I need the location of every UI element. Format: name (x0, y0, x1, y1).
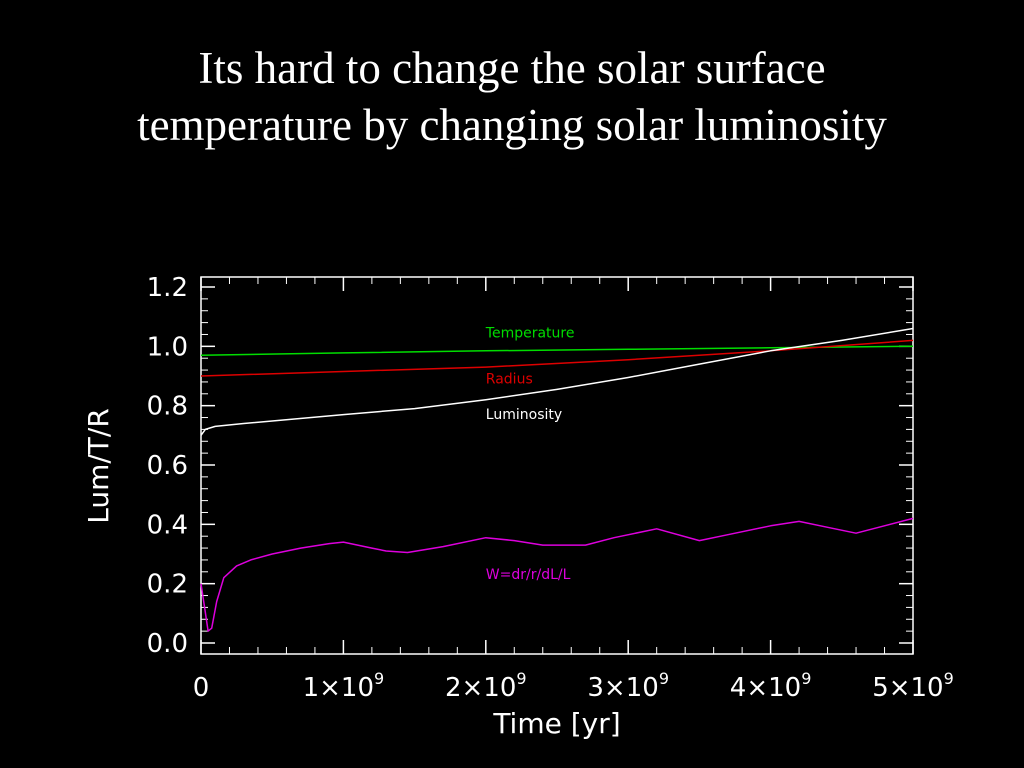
x-tick-exponent: 9 (659, 669, 669, 688)
x-tick-label: 0 (193, 673, 210, 703)
y-tick-label: 0.8 (147, 392, 188, 422)
series-line-radius (200, 339, 914, 377)
series-label-luminosity: Luminosity (486, 407, 562, 423)
y-tick-label: 1.2 (147, 273, 188, 303)
y-tick-label: 0.4 (147, 510, 188, 540)
x-tick-exponent: 9 (374, 669, 384, 688)
series-label-temperature: Temperature (485, 325, 575, 341)
tick-labels: 0.0 0.2 0.4 0.6 0.8 1.0 1.2 0 1×109 2×109 3×109 4×1… (147, 273, 954, 703)
slide-title-line-2: temperature by changing solar luminosity (137, 100, 887, 150)
series-line-luminosity (200, 327, 914, 436)
x-tick-label: 5×109 (872, 669, 954, 703)
x-tick-label: 1×109 (303, 669, 385, 703)
x-tick-label: 3×109 (587, 669, 669, 703)
series-label-radius: Radius (486, 371, 533, 387)
x-tick-exponent: 9 (944, 669, 954, 688)
x-tick-exponent: 9 (516, 669, 526, 688)
x-tick-label: 2×109 (445, 669, 527, 703)
y-tick-label: 1.0 (147, 332, 188, 362)
ticks (200, 277, 914, 654)
series-line-w-dr-r-dl-l (200, 517, 914, 632)
y-tick-label: 0.0 (147, 629, 188, 659)
x-tick-exponent: 9 (801, 669, 811, 688)
slide-title: Its hard to change the solar surface tem… (0, 40, 1024, 154)
x-tick-label: 4×109 (730, 669, 812, 703)
x-axis-label: Time [yr] (492, 707, 620, 740)
series: Temperature Radius Luminosity W=dr/r/dL/L (200, 325, 914, 632)
slide-title-line-1: Its hard to change the solar surface (198, 43, 826, 93)
y-tick-label: 0.2 (147, 570, 188, 600)
y-axis-label: Lum/T/R (82, 408, 115, 524)
y-tick-label: 0.6 (147, 451, 188, 481)
series-label-w-dr-r-dl-l: W=dr/r/dL/L (486, 567, 571, 583)
